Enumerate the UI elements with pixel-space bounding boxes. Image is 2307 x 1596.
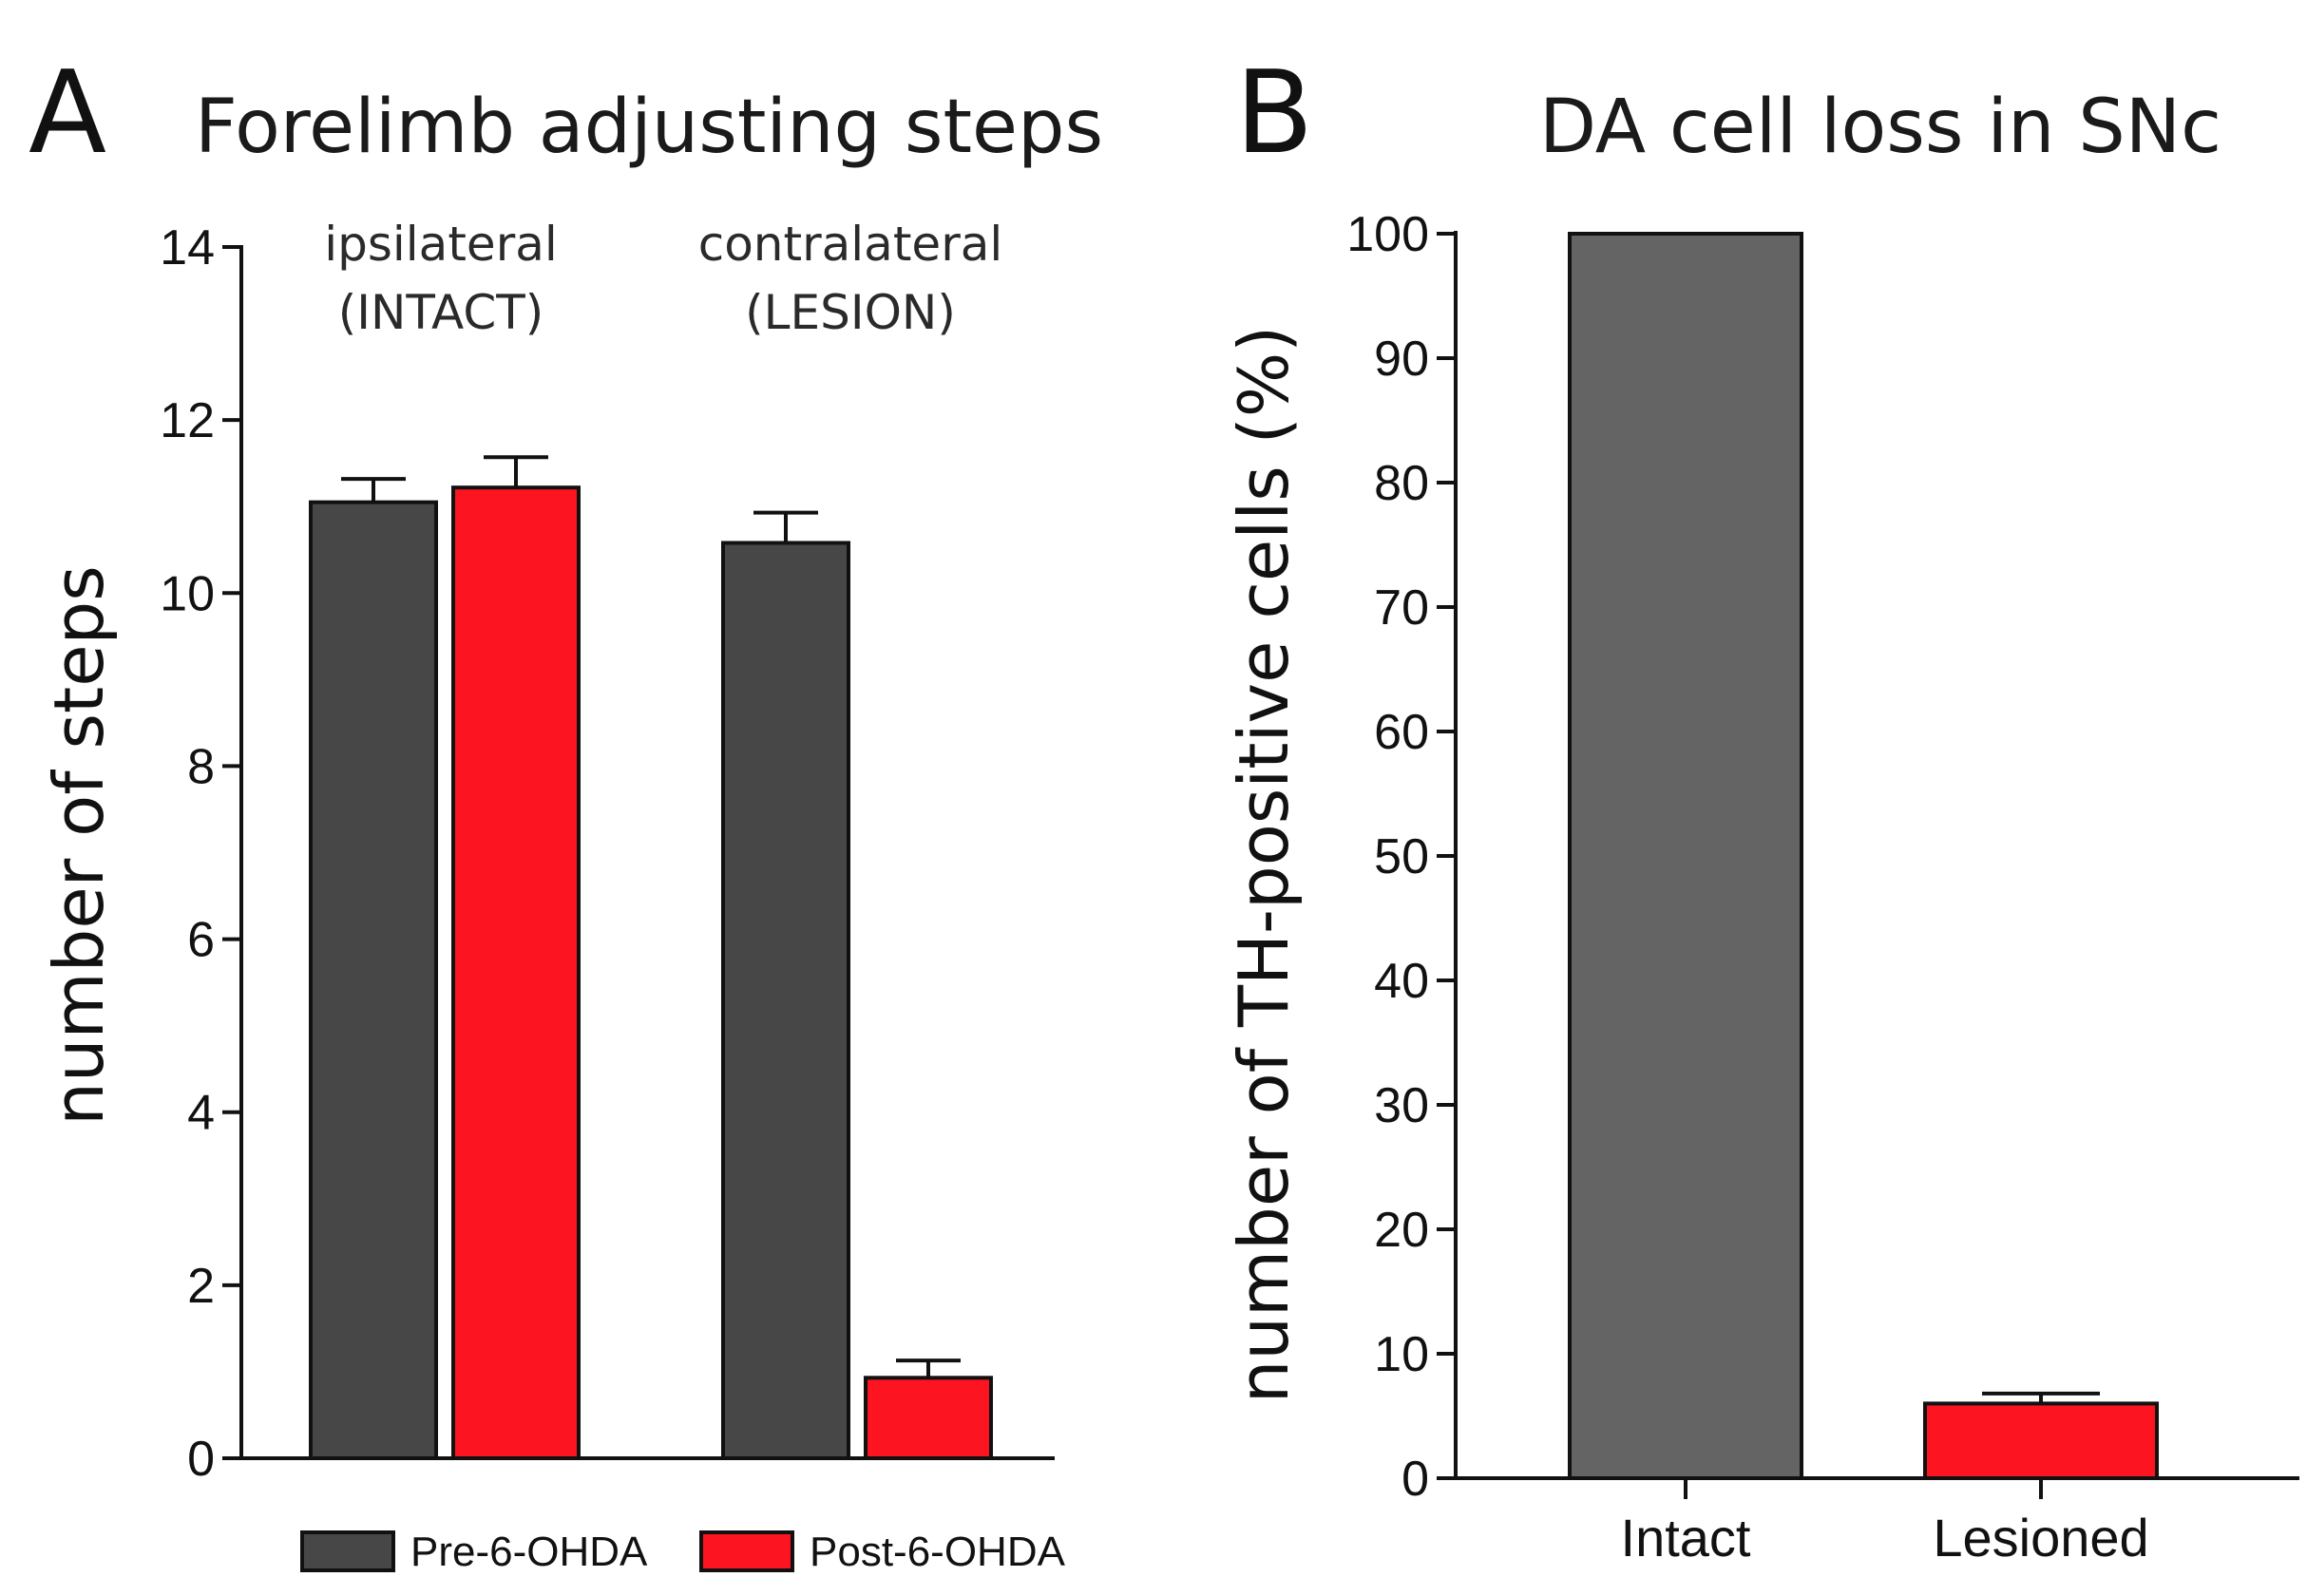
panel-a-letter: A bbox=[29, 48, 106, 180]
panel-a-bars bbox=[309, 455, 993, 1461]
panel-b-title: DA cell loss in SNc bbox=[1539, 85, 2221, 170]
panel-a-legend: Pre-6-OHDA Post-6-OHDA bbox=[300, 1529, 1066, 1575]
panel-b-y-tick-label: 0 bbox=[1401, 1452, 1429, 1507]
legend-label-pre-6-ohda: Pre-6-OHDA bbox=[410, 1529, 648, 1575]
panel-b-y-tick-label: 10 bbox=[1374, 1327, 1429, 1382]
panel-b-x-ticks: Intact Lesioned bbox=[1621, 1478, 2149, 1568]
panel-a-group-label-2-line-2: (LESION) bbox=[745, 285, 956, 340]
panel-b-y-tick-label: 20 bbox=[1374, 1203, 1429, 1258]
panel-b-x-tick-label-intact: Intact bbox=[1621, 1508, 1751, 1568]
panel-a-y-tick-label: 2 bbox=[187, 1259, 215, 1314]
panel-a-y-tick-label: 4 bbox=[187, 1086, 215, 1141]
panel-a-y-tick-label: 6 bbox=[187, 913, 215, 968]
panel-a-group-label-1-line-2: (INTACT) bbox=[338, 285, 544, 340]
legend-label-post-6-ohda: Post-6-OHDA bbox=[810, 1529, 1066, 1575]
panel-a-y-tick-label: 12 bbox=[160, 393, 215, 448]
panel-b-y-tick-label: 30 bbox=[1374, 1078, 1429, 1133]
bar-post-6-ohda-group-1 bbox=[451, 485, 581, 1460]
panel-b-y-axis-label: number of TH-positive cells (%) bbox=[1224, 326, 1304, 1403]
panel-a-y-tick-label: 0 bbox=[187, 1432, 215, 1487]
panel-b-letter: B bbox=[1235, 48, 1313, 180]
panel-b-bars bbox=[1568, 232, 2159, 1481]
legend-swatch-post-6-ohda bbox=[699, 1530, 794, 1572]
panel-b-y-tick-label: 90 bbox=[1374, 332, 1429, 387]
panel-b-y-tick-label: 70 bbox=[1374, 580, 1429, 636]
bar-pre-6-ohda-group-2 bbox=[721, 541, 850, 1460]
bar-lesioned bbox=[1923, 1401, 2159, 1481]
panel-b-y-tick-label: 100 bbox=[1346, 207, 1429, 262]
panel-a-chart: A Forelimb adjusting steps number of ste… bbox=[29, 48, 1103, 1575]
panel-a-y-tick-label: 10 bbox=[160, 566, 215, 621]
panel-a-group-label-2-line-1: contralateral bbox=[698, 217, 1003, 272]
panel-b-x-tick-label-lesioned: Lesioned bbox=[1933, 1508, 2148, 1568]
bar-pre-6-ohda-group-1 bbox=[309, 500, 438, 1460]
panel-a-y-tick-label: 14 bbox=[160, 220, 215, 276]
panel-b-y-tick-label: 50 bbox=[1374, 829, 1429, 884]
bar-intact bbox=[1568, 232, 1803, 1480]
panel-b-y-ticks: 0 10 20 30 40 50 60 70 80 90 100 bbox=[1346, 207, 1456, 1507]
panel-b-y-tick-label: 40 bbox=[1374, 954, 1429, 1009]
legend-swatch-pre-6-ohda bbox=[300, 1530, 395, 1572]
panel-b-y-tick-label: 60 bbox=[1374, 705, 1429, 760]
panel-b-chart: B DA cell loss in SNc number of TH-posit… bbox=[1224, 48, 2299, 1568]
bar-post-6-ohda-group-2 bbox=[864, 1376, 993, 1461]
panel-a-y-axis-label: number of steps bbox=[39, 565, 119, 1125]
panel-a-title: Forelimb adjusting steps bbox=[195, 85, 1103, 170]
panel-a-group-label-1-line-1: ipsilateral bbox=[324, 217, 558, 272]
panel-a-y-ticks: 0 2 4 6 8 10 12 14 bbox=[160, 220, 241, 1487]
panel-b-y-tick-label: 80 bbox=[1374, 456, 1429, 511]
panel-a-y-tick-label: 8 bbox=[187, 739, 215, 794]
